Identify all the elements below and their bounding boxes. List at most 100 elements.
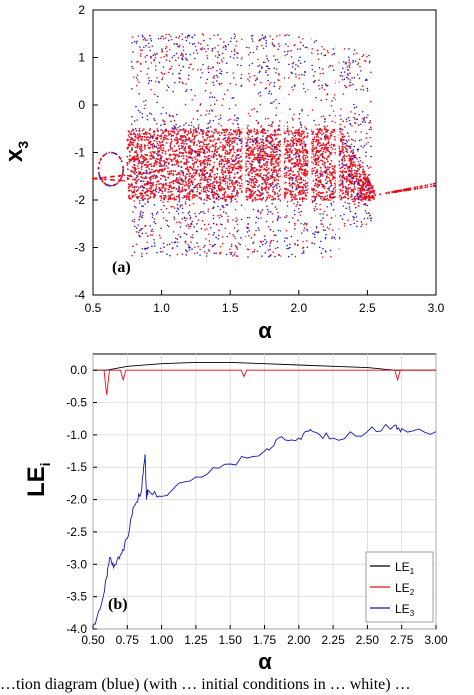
bifurcation-point — [215, 151, 218, 154]
bifurcation-point — [130, 157, 133, 160]
bifurcation-point — [153, 151, 156, 154]
bifurcation-point — [248, 171, 251, 174]
bifurcation-point — [339, 167, 342, 170]
bifurcation-point — [218, 138, 221, 141]
bifurcation-point — [252, 150, 255, 153]
bifurcation-point — [324, 126, 327, 129]
bifurcation-point — [153, 58, 155, 61]
bifurcation-point — [240, 160, 242, 163]
bifurcation-point — [361, 85, 364, 88]
bifurcation-point — [159, 237, 162, 239]
bifurcation-point — [217, 195, 220, 198]
bifurcation-point — [145, 138, 148, 141]
bifurcation-point — [224, 149, 227, 152]
bifurcation-point — [316, 134, 319, 136]
bifurcation-point — [259, 145, 262, 148]
bifurcation-point — [192, 164, 195, 166]
bifurcation-point — [211, 182, 214, 185]
bifurcation-point — [204, 191, 207, 194]
bifurcation-point — [127, 174, 129, 177]
bifurcation-point — [264, 132, 267, 134]
bifurcation-point — [245, 142, 248, 145]
bifurcation-point — [365, 180, 368, 183]
bifurcation-point — [253, 166, 256, 169]
bifurcation-point — [349, 72, 351, 74]
bifurcation-point — [189, 63, 191, 66]
bifurcation-point — [130, 170, 133, 173]
bifurcation-point — [253, 128, 256, 131]
bifurcation-point — [313, 155, 316, 158]
bifurcation-point — [181, 81, 184, 84]
bifurcation-point — [219, 141, 222, 144]
bifurcation-point — [188, 225, 190, 227]
bifurcation-point — [299, 133, 302, 135]
bifurcation-point — [187, 185, 189, 187]
bifurcation-point — [196, 159, 199, 162]
bifurcation-point — [234, 35, 237, 38]
bifurcation-point — [237, 129, 239, 131]
bifurcation-point — [202, 161, 205, 164]
bifurcation-point — [251, 135, 254, 138]
bifurcation-point — [223, 93, 226, 96]
bifurcation-point — [297, 59, 300, 62]
bifurcation-point — [184, 188, 186, 191]
bifurcation-point — [139, 46, 141, 48]
bifurcation-point — [348, 61, 351, 64]
bifurcation-point — [318, 124, 320, 126]
bifurcation-point — [322, 115, 325, 117]
bifurcation-point — [315, 227, 318, 229]
bifurcation-point — [191, 159, 194, 162]
bifurcation-point — [275, 145, 277, 148]
bifurcation-point — [175, 36, 178, 39]
bifurcation-point — [305, 170, 308, 173]
bifurcation-point — [262, 61, 265, 64]
bifurcation-point — [263, 235, 266, 237]
bifurcation-point — [331, 237, 333, 239]
bifurcation-point — [173, 43, 176, 45]
bifurcation-point — [298, 192, 300, 194]
bifurcation-point — [342, 93, 344, 95]
bifurcation-point — [257, 185, 259, 188]
bifurcation-point — [367, 189, 370, 192]
bifurcation-point — [361, 161, 364, 164]
bifurcation-point — [318, 156, 320, 158]
bifurcation-point — [164, 196, 167, 199]
bifurcation-point — [356, 220, 358, 223]
bifurcation-point — [342, 205, 345, 207]
bifurcation-point — [181, 58, 184, 61]
bifurcation-point — [248, 193, 251, 196]
bifurcation-point — [312, 179, 315, 182]
bifurcation-point — [232, 163, 234, 166]
bifurcation-point — [201, 130, 204, 133]
bifurcation-point — [321, 195, 324, 198]
bifurcation-point — [173, 163, 176, 166]
bifurcation-point — [203, 223, 206, 226]
bifurcation-point — [303, 169, 306, 172]
bifurcation-point — [189, 184, 192, 187]
bifurcation-point — [140, 173, 143, 176]
bifurcation-point — [341, 183, 344, 186]
bifurcation-point — [256, 45, 258, 48]
bifurcation-point — [291, 151, 293, 154]
bifurcation-point — [215, 115, 217, 118]
bifurcation-point — [264, 118, 267, 120]
bifurcation-point — [327, 146, 330, 149]
bifurcation-point — [324, 143, 327, 146]
bifurcation-point — [260, 193, 263, 196]
bifurcation-point — [299, 159, 302, 162]
bifurcation-point — [245, 162, 247, 165]
bifurcation-point — [181, 207, 184, 210]
bifurcation-point — [344, 142, 347, 145]
bifurcation-point — [365, 197, 367, 200]
bifurcation-point — [245, 187, 248, 190]
bifurcation-point — [269, 177, 271, 180]
bifurcation-point — [331, 53, 334, 56]
bifurcation-point — [209, 243, 211, 246]
bifurcation-point — [357, 178, 360, 181]
bifurcation-point — [257, 209, 259, 212]
bifurcation-point — [190, 153, 193, 156]
bifurcation-point — [158, 165, 161, 168]
bifurcation-point — [339, 214, 342, 217]
bifurcation-point — [352, 157, 354, 160]
bifurcation-point — [303, 87, 305, 90]
